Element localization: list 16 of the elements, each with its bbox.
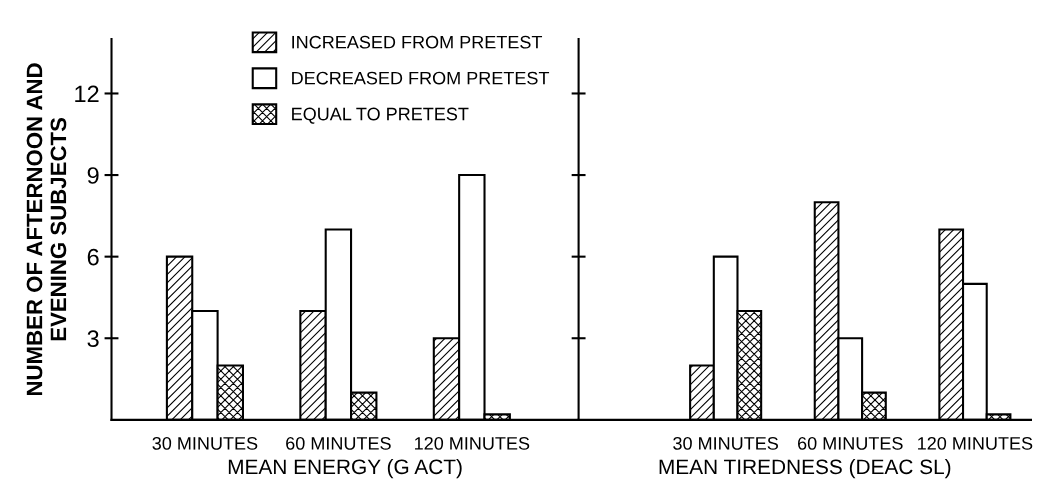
legend-label: EQUAL TO PRETEST bbox=[292, 107, 469, 124]
legend-label: DECREASED FROM PRETEST bbox=[292, 71, 550, 85]
x-tick-label: 60 MINUTES bbox=[286, 436, 391, 450]
legend-label: INCREASED FROM PRETEST bbox=[292, 35, 543, 49]
x-axis-title: MEAN TIREDNESS (DEAC SL) bbox=[659, 458, 951, 479]
x-tick-label: 30 MINUTES bbox=[152, 436, 258, 450]
y-tick-label: 12 bbox=[75, 85, 99, 103]
y-tick-label: 9 bbox=[87, 167, 99, 184]
x-tick-label: 120 MINUTES bbox=[918, 436, 1033, 450]
x-tick-label: 60 MINUTES bbox=[798, 436, 903, 450]
x-axis-title: MEAN ENERGY (G ACT) bbox=[228, 458, 462, 479]
y-tick-label: 3 bbox=[87, 330, 99, 348]
y-tick-label: 6 bbox=[87, 248, 99, 266]
x-tick-label: 120 MINUTES bbox=[415, 436, 530, 450]
x-tick-label: 30 MINUTES bbox=[673, 436, 778, 450]
y-axis-title: NUMBER OF AFTERNOON AND EVENING SUBJECTS bbox=[26, 63, 67, 396]
